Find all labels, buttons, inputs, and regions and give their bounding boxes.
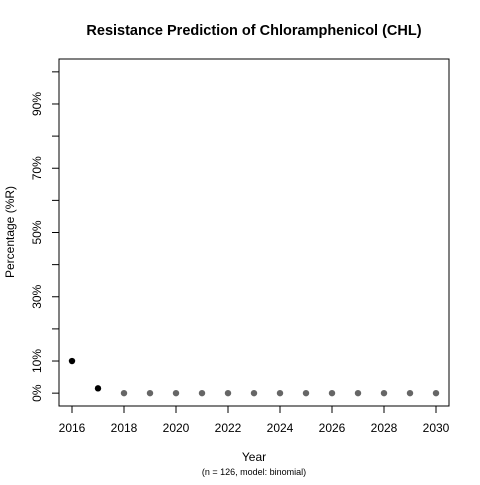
predicted-point [302,389,310,397]
predicted-point [354,389,362,397]
data-points [68,357,440,397]
y-tick-label: 0% [30,384,44,402]
y-axis: 0% 10% 30% 50% 70% 90% [30,71,60,402]
predicted-point [328,389,336,397]
predicted-point [276,389,284,397]
predicted-point [250,389,258,397]
predicted-point [224,389,232,397]
x-tick-label: 2018 [111,421,138,435]
y-tick-label: 30% [30,284,44,308]
observed-point [94,385,102,392]
x-tick-label: 2028 [371,421,398,435]
x-axis-title: Year [242,450,266,464]
x-tick-label: 2026 [319,421,346,435]
x-tick-label: 2030 [423,421,450,435]
y-tick-label: 70% [30,156,44,180]
chart-footnote: (n = 126, model: binomial) [202,467,306,477]
x-axis: 2016 2018 2020 2022 2024 2026 2028 2030 [59,405,450,435]
y-tick-label: 50% [30,220,44,244]
predicted-point [120,389,128,397]
plot-area-frame [58,58,450,407]
x-tick-label: 2024 [267,421,294,435]
predicted-point [198,389,206,397]
x-tick-label: 2022 [215,421,242,435]
x-tick-label: 2016 [59,421,86,435]
y-tick-label: 10% [30,349,44,373]
predicted-point [380,389,388,397]
observed-point [68,357,76,365]
predicted-point [172,389,180,397]
predicted-point [146,389,154,397]
x-tick-label: 2020 [163,421,190,435]
predicted-point [432,389,440,397]
y-axis-title: Percentage (%R) [3,186,17,278]
y-tick-label: 90% [30,92,44,116]
predicted-point [406,389,414,397]
chart-title: Resistance Prediction of Chloramphenicol… [86,23,421,39]
